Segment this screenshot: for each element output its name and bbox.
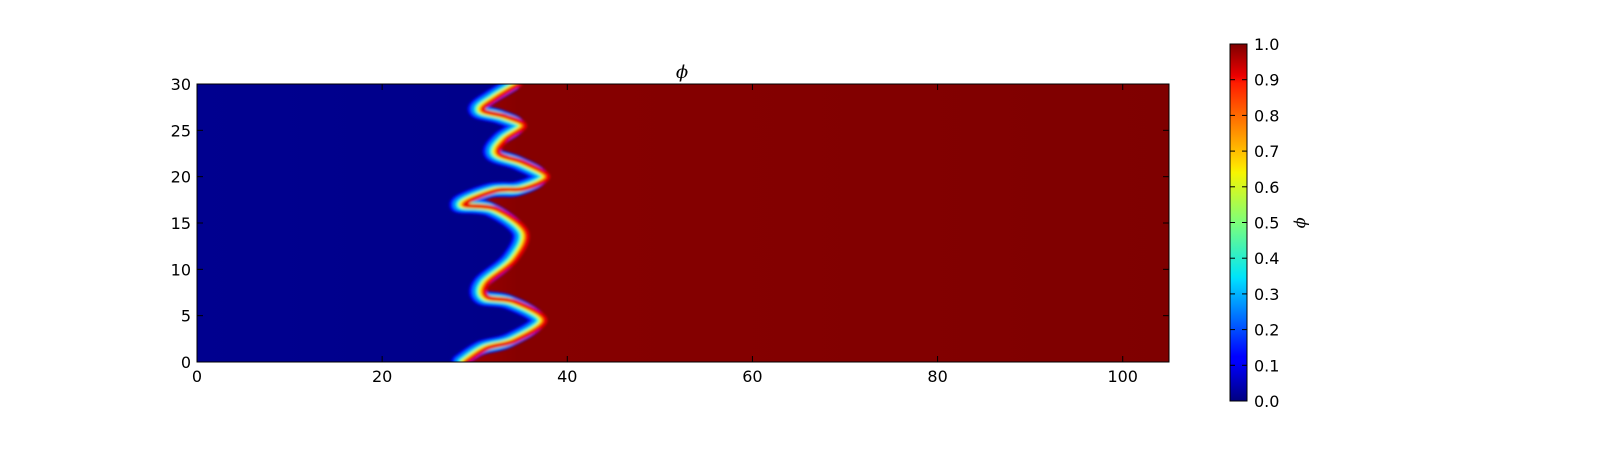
x-tick-label: 40 bbox=[557, 367, 577, 386]
y-tick-label: 20 bbox=[171, 168, 191, 187]
high-phase-region bbox=[460, 84, 1169, 362]
colorbar-tick-label: 0.8 bbox=[1254, 106, 1279, 125]
heatmap-area bbox=[197, 84, 1169, 362]
colorbar-tick-label: 0.1 bbox=[1254, 356, 1279, 375]
colorbar: 0.0 0.1 0.2 0.3 0.4 0.5 0.6 0.7 0.8 0.9 1.0 ϕ bbox=[1229, 35, 1312, 411]
x-tick-label: 0 bbox=[192, 367, 202, 386]
x-tick-label: 20 bbox=[372, 367, 392, 386]
colorbar-tick-label: 0.4 bbox=[1254, 249, 1279, 268]
colorbar-tick-label: 0.7 bbox=[1254, 142, 1279, 161]
interface-band-6 bbox=[462, 84, 551, 362]
y-tick-label: 0 bbox=[181, 353, 191, 372]
y-axis: 0 5 10 15 20 25 30 bbox=[171, 75, 1169, 372]
colorbar-tick-label: 1.0 bbox=[1254, 35, 1279, 54]
interface-bands bbox=[449, 84, 551, 362]
colorbar-ticks: 0.0 0.1 0.2 0.3 0.4 0.5 0.6 0.7 0.8 0.9 1.0 bbox=[1230, 35, 1279, 411]
colorbar-tick-label: 0.2 bbox=[1254, 321, 1279, 340]
colorbar-label: ϕ bbox=[1293, 218, 1312, 229]
x-tick-label: 60 bbox=[742, 367, 762, 386]
colorbar-tick-label: 0.6 bbox=[1254, 178, 1279, 197]
x-tick-label: 100 bbox=[1107, 367, 1138, 386]
x-tick-label: 80 bbox=[927, 367, 947, 386]
colorbar-tick-label: 0.3 bbox=[1254, 285, 1279, 304]
y-tick-label: 10 bbox=[171, 260, 191, 279]
chart-title: ϕ bbox=[676, 62, 688, 83]
y-tick-label: 25 bbox=[171, 121, 191, 140]
x-axis: 0 20 40 60 80 100 bbox=[192, 84, 1138, 386]
y-tick-label: 30 bbox=[171, 75, 191, 94]
colorbar-tick-label: 0.9 bbox=[1254, 71, 1279, 90]
colorbar-tick-label: 0.5 bbox=[1254, 214, 1279, 233]
colorbar-tick-label: 0.0 bbox=[1254, 392, 1279, 411]
y-tick-label: 15 bbox=[171, 214, 191, 233]
y-tick-label: 5 bbox=[181, 307, 191, 326]
